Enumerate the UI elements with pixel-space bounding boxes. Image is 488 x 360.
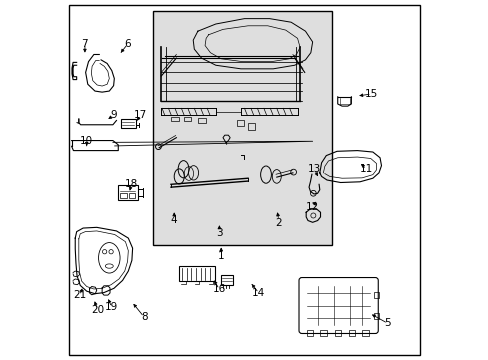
Bar	[373, 314, 378, 319]
Bar	[362, 329, 368, 336]
Bar	[348, 329, 355, 336]
Bar	[183, 117, 191, 121]
Bar	[198, 118, 205, 123]
Text: 14: 14	[252, 288, 265, 298]
Text: 3: 3	[216, 228, 222, 238]
Text: 10: 10	[80, 136, 93, 145]
Text: 15: 15	[365, 89, 378, 99]
Bar	[221, 275, 232, 285]
Bar	[306, 329, 312, 336]
Text: 19: 19	[105, 302, 118, 312]
Text: 17: 17	[134, 111, 147, 121]
Text: 5: 5	[384, 319, 390, 328]
Text: 2: 2	[275, 218, 282, 228]
Text: 4: 4	[170, 215, 177, 225]
Text: 20: 20	[91, 305, 104, 315]
Text: 13: 13	[307, 164, 321, 174]
Bar	[334, 329, 340, 336]
Bar	[237, 120, 244, 126]
Bar	[153, 12, 332, 244]
Text: 12: 12	[305, 202, 319, 212]
Text: 7: 7	[81, 39, 88, 49]
Text: 16: 16	[212, 284, 225, 294]
Text: 11: 11	[359, 164, 372, 174]
Bar	[179, 266, 215, 281]
Text: 9: 9	[110, 111, 117, 121]
Bar	[171, 117, 179, 121]
Text: 18: 18	[124, 179, 138, 189]
Text: 1: 1	[218, 251, 224, 261]
Text: 21: 21	[73, 291, 86, 301]
Bar	[121, 119, 136, 128]
Bar	[373, 292, 378, 298]
Text: 6: 6	[124, 39, 131, 49]
Bar	[129, 193, 135, 198]
Bar	[120, 193, 126, 198]
Text: 8: 8	[141, 312, 147, 322]
Bar	[118, 185, 138, 200]
Bar	[320, 329, 326, 336]
Bar	[247, 123, 255, 130]
